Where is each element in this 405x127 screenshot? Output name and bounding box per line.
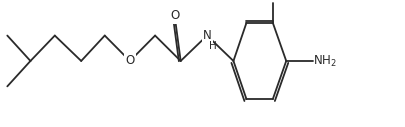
Text: NH$_2$: NH$_2$ bbox=[313, 53, 337, 68]
Text: N: N bbox=[202, 29, 211, 42]
Text: O: O bbox=[125, 54, 134, 67]
Text: H: H bbox=[209, 41, 217, 51]
Text: O: O bbox=[170, 9, 179, 22]
